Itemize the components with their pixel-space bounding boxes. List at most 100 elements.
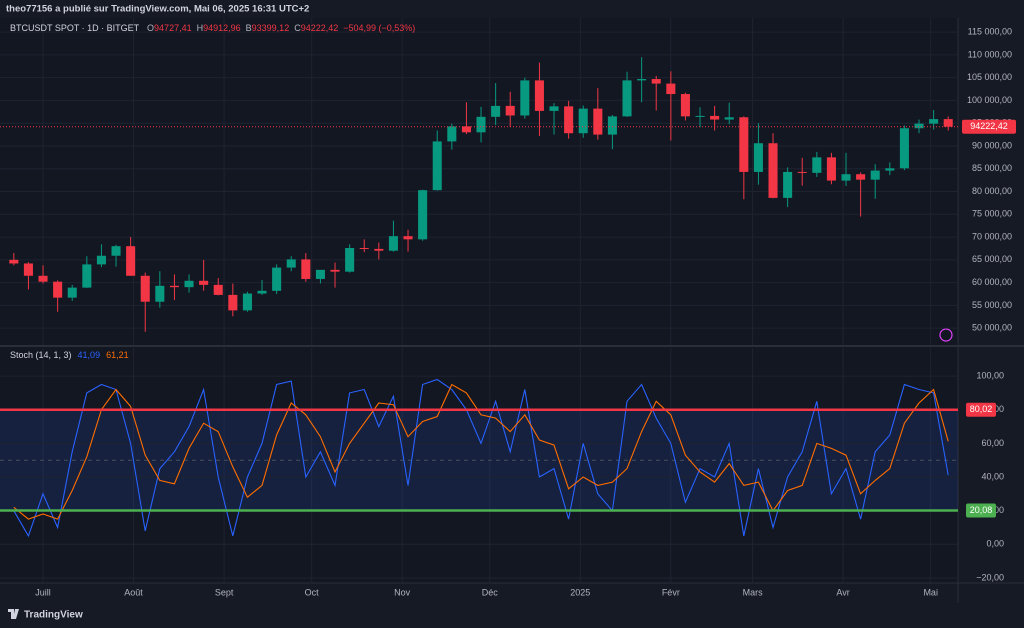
legend-change: −504,99 (−0,53%)	[343, 23, 415, 33]
stoch-value: 41,09	[78, 350, 101, 360]
x-tick-label: 2025	[570, 587, 590, 597]
candle-body	[753, 143, 763, 172]
last-price-badge	[962, 119, 1016, 134]
legend-value: 94222,42	[301, 23, 339, 33]
band-label: 20,08	[970, 505, 993, 515]
candle-body	[812, 157, 822, 173]
candle-body	[96, 255, 106, 265]
y-tick-label: 60 000,00	[972, 277, 1012, 287]
candle-body	[9, 259, 19, 264]
legend-key: H	[197, 23, 204, 33]
x-tick-label: Nov	[394, 587, 411, 597]
stoch-line	[13, 383, 949, 520]
candle-body	[126, 246, 136, 276]
candle-body	[943, 119, 953, 127]
candle-body	[199, 280, 209, 285]
brand: TradingView	[24, 610, 83, 621]
legend-symbol: BTCUSDT SPOT · 1D · BITGET	[10, 23, 140, 33]
x-tick-label: Mars	[743, 587, 763, 597]
candle-body	[403, 236, 413, 240]
y-tick-label: 40,00	[981, 471, 1004, 481]
candle-body	[841, 174, 851, 181]
brand-logo	[8, 609, 19, 619]
candle-body	[783, 171, 793, 198]
y-tick-label: 105 000,00	[967, 72, 1012, 82]
y-tick-label: 90 000,00	[972, 140, 1012, 150]
x-tick-label: Juill	[35, 587, 51, 597]
y-tick-label: 100,00	[976, 370, 1004, 380]
candle-body	[53, 281, 63, 298]
y-tick-label: 100 000,00	[967, 95, 1012, 105]
candle-body	[680, 94, 690, 117]
candle-body	[929, 119, 939, 124]
legend: BTCUSDT SPOT · 1D · BITGET O94727,41 H9491…	[10, 23, 415, 33]
candle-body	[286, 259, 296, 268]
x-tick-label: Mai	[923, 587, 938, 597]
x-tick-label: Avr	[836, 587, 849, 597]
candle-body	[870, 170, 880, 180]
candle-body	[374, 248, 384, 251]
candle-body	[447, 126, 457, 142]
candle-body	[856, 174, 866, 180]
candle-body	[67, 287, 77, 298]
candle-body	[330, 269, 340, 272]
candle-body	[797, 171, 807, 173]
legend-value: 94727,41	[154, 23, 192, 33]
candle-body	[155, 285, 165, 302]
x-tick-label: Août	[124, 587, 143, 597]
band-label: 80,02	[970, 404, 993, 414]
band-badge	[966, 503, 996, 518]
candle-body	[418, 190, 428, 240]
y-tick-label: 75 000,00	[972, 209, 1012, 219]
legend-value: 93399,12	[252, 23, 290, 33]
candle-body	[82, 264, 92, 288]
candle-body	[228, 294, 238, 311]
legend-key: B	[246, 23, 252, 33]
candle-body	[724, 117, 734, 120]
y-tick-label: 110 000,00	[968, 49, 1012, 59]
candle-body	[272, 267, 282, 291]
stoch-line	[13, 378, 949, 538]
stoch-title: Stoch (14, 1, 3)	[10, 350, 72, 360]
y-tick-label: −20,00	[976, 572, 1004, 582]
candle-body	[899, 128, 909, 169]
candle-body	[184, 280, 194, 288]
stoch-value: 61,21	[106, 350, 129, 360]
candle-body	[140, 275, 150, 302]
candle-body	[520, 80, 530, 116]
legend-key: O	[147, 23, 154, 33]
candle-body	[768, 143, 778, 198]
x-tick-label: Oct	[305, 587, 320, 597]
candle-body	[564, 106, 574, 134]
candle-body	[607, 116, 617, 135]
candle-body	[578, 108, 588, 134]
candle-body	[739, 117, 749, 172]
candle-body	[534, 80, 544, 111]
last-price-label: 94222,42	[970, 121, 1008, 131]
candle-body	[111, 246, 121, 256]
y-tick-label: 0,00	[986, 539, 1004, 549]
x-tick-label: Févr	[662, 587, 680, 597]
candle-body	[257, 290, 267, 294]
y-tick-label: 70 000,00	[972, 231, 1012, 241]
stoch-legend: Stoch (14, 1, 3) 41,09 61,21	[10, 350, 129, 360]
legend-key: C	[294, 23, 301, 33]
y-tick-label: 80 000,00	[972, 186, 1012, 196]
x-tick-label: Sept	[215, 587, 234, 597]
band-fill	[0, 409, 958, 511]
candle-body	[213, 284, 223, 295]
candle-body	[826, 157, 836, 181]
y-tick-label: 65 000,00	[972, 254, 1012, 264]
candle-body	[38, 275, 48, 282]
candle-body	[476, 116, 486, 133]
candle-body	[242, 293, 252, 311]
candle-body	[914, 123, 924, 129]
candle-body	[491, 105, 501, 117]
y-tick-label: 55 000,00	[972, 300, 1012, 310]
band-badge	[966, 402, 996, 417]
candle-body	[637, 79, 647, 81]
candle-body	[315, 269, 325, 279]
candle-body	[169, 285, 179, 288]
candle-body	[461, 126, 471, 133]
